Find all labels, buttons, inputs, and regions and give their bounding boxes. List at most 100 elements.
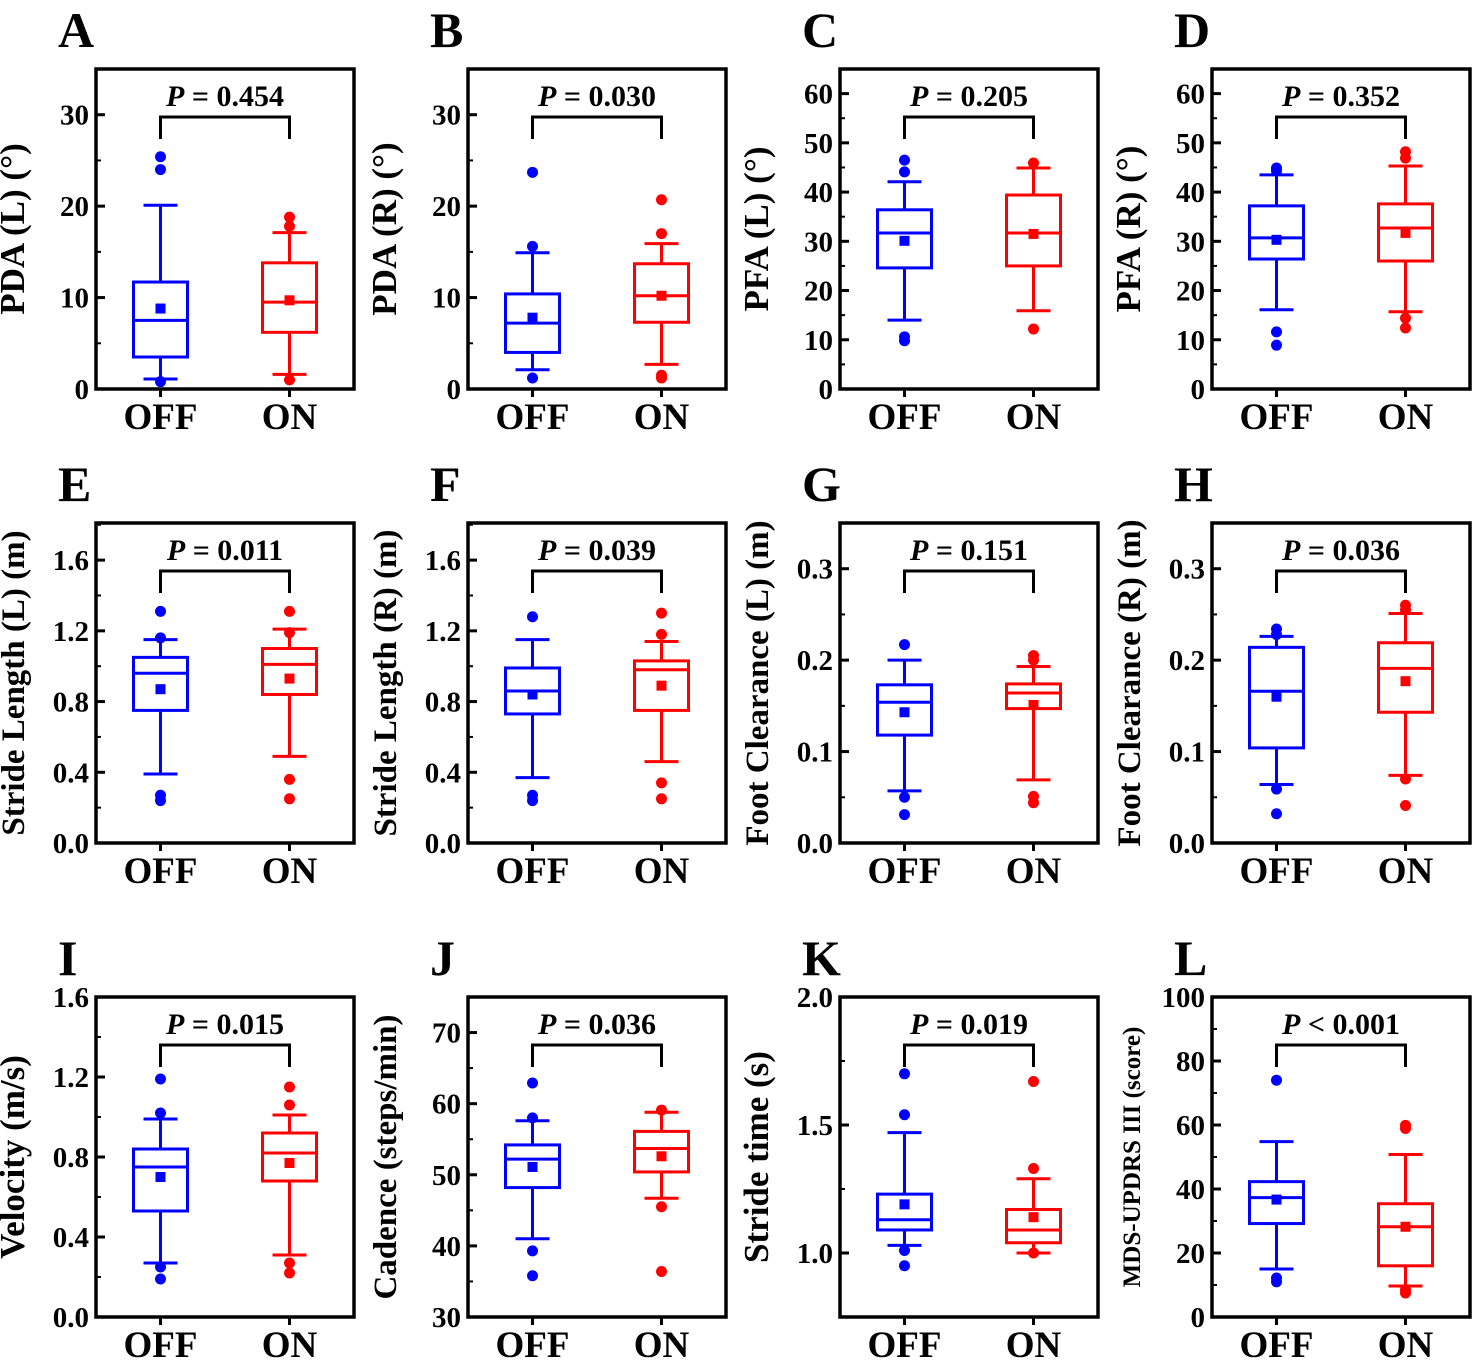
y-tick-label: 1.6 [425, 545, 461, 577]
x-tick-label: OFF [1240, 397, 1314, 438]
iqr-box [261, 1131, 318, 1183]
y-tick-label: 0.2 [797, 645, 833, 677]
y-tick-label: 50 [804, 128, 833, 160]
outlier-point [1028, 1075, 1039, 1087]
y-tick-label: 0 [1191, 1302, 1206, 1334]
p-value-label: P = 0.036 [537, 1008, 656, 1041]
p-symbol: P [537, 1008, 557, 1041]
p-value-label: P = 0.036 [1281, 534, 1400, 567]
outlier-point [899, 166, 910, 178]
p-value: = 0.352 [1300, 80, 1400, 113]
outlier-point [527, 240, 538, 252]
y-tick-label: 0.1 [797, 737, 833, 769]
box-off [876, 1068, 933, 1272]
outlier-point [527, 1077, 538, 1089]
panel-letter: H [1174, 456, 1213, 512]
significance-bracket [903, 1043, 1035, 1067]
y-tick-label: 60 [432, 1089, 461, 1121]
y-tick-label: 1.6 [53, 982, 89, 1014]
y-axis-label: Cadence (steps/min) [368, 1014, 404, 1299]
mean-marker [1028, 1212, 1039, 1223]
box-off [1248, 162, 1305, 351]
p-value-label: P = 0.151 [909, 534, 1028, 567]
box-on [1005, 1075, 1062, 1259]
panel-letter: C [802, 2, 838, 58]
outlier-point [899, 1109, 910, 1121]
significance-bracket [531, 115, 663, 139]
mean-marker [527, 312, 538, 323]
y-tick-label: 0 [819, 374, 834, 406]
plot-frame [466, 521, 728, 845]
panel-letter: I [58, 930, 77, 986]
significance-bracket [903, 569, 1035, 593]
box-off [504, 611, 561, 807]
panel-d: D 0 10 20 30 40 50 60 PFA (R) (°) OFF ON P = 0.352 [1109, 2, 1472, 438]
y-axis-label: Velocity (m/s) [0, 1055, 32, 1259]
y-tick-label: 1.5 [797, 1110, 833, 1142]
p-value: = 0.019 [928, 1008, 1028, 1041]
significance-bracket [159, 1043, 291, 1067]
panel-g: G 0.0 0.1 0.2 0.3 Foot Clearance (L) (m) OFF ON… [740, 456, 1100, 892]
plot-frame [838, 67, 1100, 391]
outlier-point [1028, 1247, 1039, 1259]
outlier-point [899, 335, 910, 347]
panel-letter: B [430, 2, 463, 58]
p-symbol: P [909, 80, 929, 113]
outlier-point [284, 793, 295, 805]
y-tick-label: 20 [1176, 276, 1205, 308]
outlier-point [284, 374, 295, 386]
x-tick-label: ON [634, 851, 690, 892]
y-tick-label: 0.0 [425, 828, 461, 860]
p-value-label: P = 0.352 [1281, 80, 1400, 113]
y-tick-label: 20 [60, 191, 89, 223]
outlier-point [155, 795, 166, 807]
p-symbol: P [537, 534, 557, 567]
y-tick-label: 0.2 [1169, 645, 1205, 677]
y-tick-label: 0.0 [1169, 828, 1205, 860]
panel-i: I 0.0 0.4 0.8 1.2 1.6 Velocity (m/s) OFF ON P = 0… [0, 930, 356, 1363]
outlier-point [899, 791, 910, 803]
p-value-label: P = 0.205 [909, 80, 1028, 113]
x-tick-label: OFF [868, 851, 942, 892]
outlier-point [656, 228, 667, 240]
box-on [633, 1104, 690, 1277]
box-off [876, 154, 933, 347]
mean-marker [899, 707, 910, 718]
iqr-box [132, 655, 189, 712]
x-tick-label: ON [1378, 1325, 1434, 1363]
outlier-point [1400, 1287, 1411, 1299]
panel-j: J 30 40 50 60 70 Cadence (steps/min) OFF ON P = 0… [368, 930, 728, 1363]
mean-marker [284, 1158, 295, 1168]
p-symbol: P [1281, 1008, 1301, 1041]
iqr-box [633, 659, 690, 712]
mean-marker [155, 1172, 166, 1182]
x-tick-label: OFF [124, 1325, 198, 1363]
p-symbol: P [909, 534, 929, 567]
iqr-box [876, 208, 933, 270]
y-tick-label: 30 [1176, 226, 1205, 258]
box-off [132, 1073, 189, 1285]
p-symbol: P [165, 80, 185, 113]
iqr-box [633, 1129, 690, 1174]
outlier-point [284, 220, 295, 232]
x-tick-label: ON [1006, 851, 1062, 892]
x-tick-label: OFF [496, 1325, 570, 1363]
outlier-point [527, 795, 538, 807]
y-tick-label: 0 [447, 374, 462, 406]
y-tick-label: 20 [432, 191, 461, 223]
p-symbol: P [537, 80, 557, 113]
p-value: < 0.001 [1300, 1008, 1400, 1041]
p-value: = 0.036 [556, 1008, 656, 1041]
y-axis-label: MDS-UPDRS III (score) [1119, 1027, 1146, 1288]
y-tick-label: 0.8 [425, 687, 461, 719]
p-value: = 0.030 [556, 80, 656, 113]
y-tick-label: 0.3 [1169, 554, 1205, 586]
outlier-point [1271, 629, 1282, 641]
p-symbol: P [1281, 80, 1301, 113]
y-tick-label: 1.6 [53, 545, 89, 577]
outlier-point [1271, 326, 1282, 338]
x-tick-label: ON [634, 1325, 690, 1363]
iqr-box [876, 683, 933, 737]
y-tick-label: 40 [804, 177, 833, 209]
y-tick-label: 80 [1176, 1046, 1205, 1078]
